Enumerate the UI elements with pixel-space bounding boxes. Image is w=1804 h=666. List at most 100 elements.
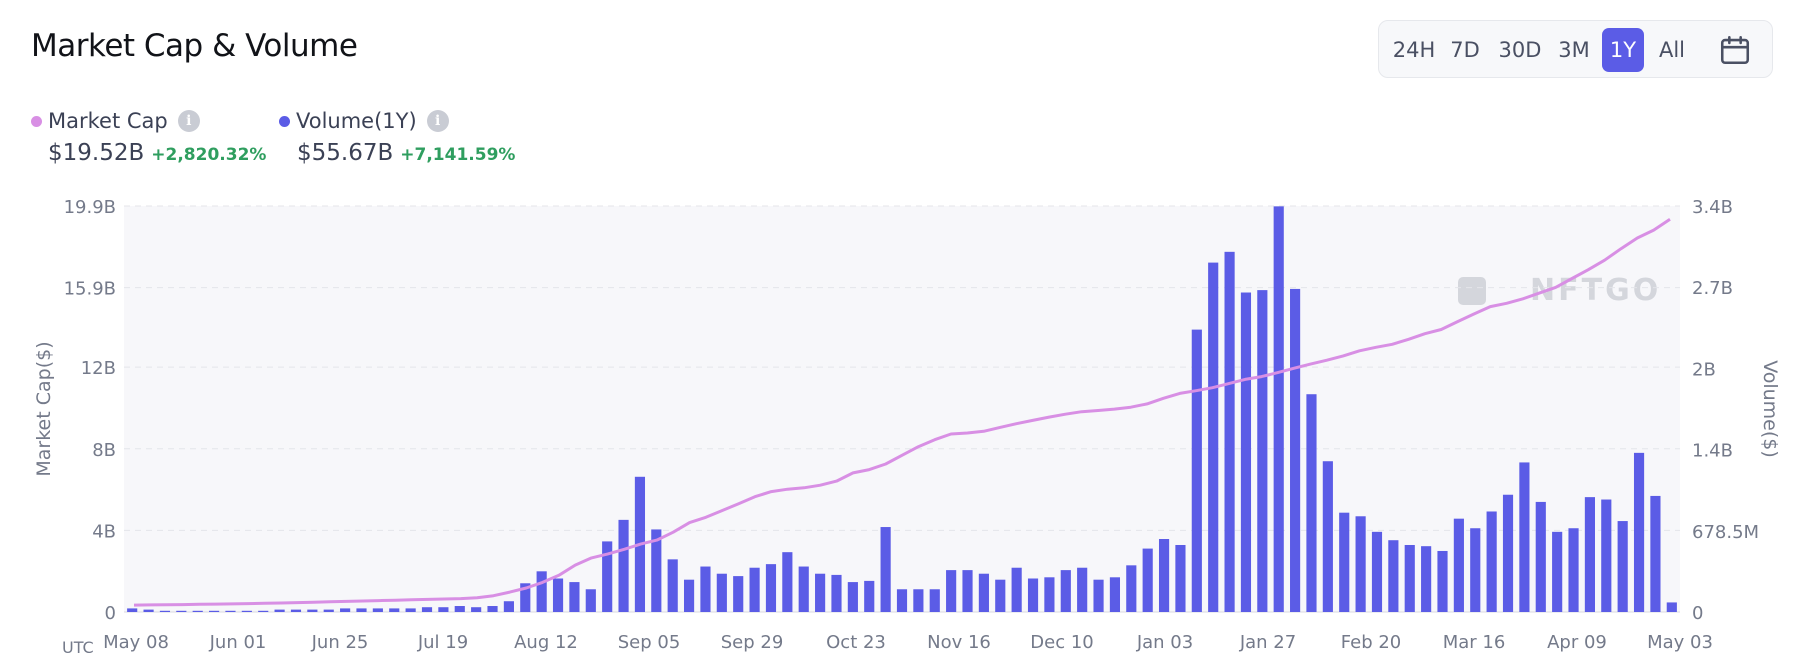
volume-bar[interactable] bbox=[667, 559, 678, 612]
volume-bar[interactable] bbox=[1502, 494, 1514, 612]
volume-bar[interactable] bbox=[946, 570, 957, 612]
volume-bar[interactable] bbox=[1093, 579, 1104, 612]
volume-bar[interactable] bbox=[307, 609, 318, 612]
volume-bar[interactable] bbox=[1633, 452, 1645, 612]
volume-bar[interactable] bbox=[1453, 518, 1464, 612]
volume-bar[interactable] bbox=[1191, 329, 1202, 612]
range-24h-button[interactable]: 24H bbox=[1392, 38, 1436, 62]
volume-bar[interactable] bbox=[356, 608, 367, 612]
volume-bar[interactable] bbox=[552, 578, 564, 612]
volume-bar[interactable] bbox=[143, 609, 154, 612]
range-30d-button[interactable]: 30D bbox=[1498, 38, 1542, 62]
volume-bar[interactable] bbox=[1158, 539, 1170, 612]
volume-bar[interactable] bbox=[847, 582, 858, 612]
volume-bar[interactable] bbox=[274, 609, 285, 612]
volume-bar[interactable] bbox=[1486, 511, 1497, 612]
volume-bar[interactable] bbox=[585, 589, 596, 612]
range-7d-button[interactable]: 7D bbox=[1450, 38, 1480, 62]
volume-bar[interactable] bbox=[209, 610, 220, 612]
volume-bar[interactable] bbox=[487, 606, 498, 612]
volume-bar[interactable] bbox=[1126, 565, 1137, 612]
volume-bar[interactable] bbox=[1175, 544, 1186, 612]
volume-bar[interactable] bbox=[1322, 461, 1333, 612]
volume-bar[interactable] bbox=[815, 573, 826, 612]
volume-bar[interactable] bbox=[1273, 206, 1284, 612]
volume-bar[interactable] bbox=[618, 519, 629, 612]
volume-bar[interactable] bbox=[782, 552, 793, 612]
volume-bar[interactable] bbox=[438, 607, 449, 612]
volume-bar[interactable] bbox=[405, 608, 416, 612]
volume-bar[interactable] bbox=[798, 566, 809, 612]
volume-bar[interactable] bbox=[1208, 262, 1219, 612]
volume-bar[interactable] bbox=[962, 570, 973, 612]
volume-bar[interactable] bbox=[1355, 516, 1366, 612]
volume-bar[interactable] bbox=[1650, 495, 1661, 612]
calendar-icon[interactable] bbox=[1718, 33, 1752, 67]
volume-bar[interactable] bbox=[1306, 394, 1317, 612]
volume-bar[interactable] bbox=[536, 571, 547, 612]
volume-bar[interactable] bbox=[1290, 288, 1301, 612]
volume-bar[interactable] bbox=[929, 589, 940, 612]
range-3m-button[interactable]: 3M bbox=[1558, 38, 1590, 62]
volume-bar[interactable] bbox=[520, 583, 531, 612]
info-icon[interactable]: i bbox=[177, 110, 200, 132]
market-cap-line[interactable] bbox=[133, 217, 1671, 607]
volume-bar[interactable] bbox=[1027, 578, 1039, 612]
volume-bar[interactable] bbox=[372, 608, 383, 612]
volume-bar[interactable] bbox=[454, 606, 465, 612]
volume-bar[interactable] bbox=[471, 607, 482, 612]
volume-bar[interactable] bbox=[1470, 528, 1481, 612]
volume-bar[interactable] bbox=[1437, 550, 1448, 612]
volume-bar[interactable] bbox=[864, 580, 875, 612]
volume-bar[interactable] bbox=[1535, 501, 1546, 612]
volume-bar[interactable] bbox=[192, 610, 203, 612]
volume-bar[interactable] bbox=[1240, 292, 1252, 612]
volume-bar[interactable] bbox=[225, 610, 236, 612]
legend-volume[interactable]: Volume(1Y) i bbox=[279, 107, 449, 135]
volume-bar[interactable] bbox=[995, 579, 1006, 612]
volume-bar[interactable] bbox=[1044, 577, 1055, 612]
info-icon[interactable]: i bbox=[426, 110, 449, 132]
volume-bar[interactable] bbox=[1077, 567, 1088, 612]
volume-bar[interactable] bbox=[159, 610, 171, 612]
volume-bar[interactable] bbox=[1568, 528, 1579, 612]
volume-bar[interactable] bbox=[1552, 531, 1563, 612]
volume-bar[interactable] bbox=[241, 610, 252, 612]
volume-bar[interactable] bbox=[127, 608, 138, 612]
volume-bar[interactable] bbox=[1584, 497, 1595, 612]
volume-bar[interactable] bbox=[1519, 462, 1530, 612]
volume-bar[interactable] bbox=[978, 573, 989, 612]
volume-bar[interactable] bbox=[733, 576, 744, 612]
volume-bar[interactable] bbox=[1666, 602, 1677, 612]
volume-bar[interactable] bbox=[602, 541, 613, 612]
volume-bar[interactable] bbox=[831, 574, 842, 612]
volume-bar[interactable] bbox=[1109, 577, 1121, 612]
volume-bar[interactable] bbox=[421, 607, 433, 612]
volume-bar[interactable] bbox=[716, 573, 727, 612]
range-1y-button[interactable]: 1Y bbox=[1602, 28, 1644, 72]
volume-bar[interactable] bbox=[1617, 521, 1628, 612]
volume-bar[interactable] bbox=[1371, 531, 1383, 612]
volume-bar[interactable] bbox=[503, 601, 514, 612]
volume-bar[interactable] bbox=[1421, 546, 1432, 612]
volume-bar[interactable] bbox=[1142, 548, 1153, 612]
volume-bar[interactable] bbox=[258, 610, 269, 612]
volume-bar[interactable] bbox=[683, 579, 695, 612]
volume-bar[interactable] bbox=[765, 564, 777, 612]
volume-bar[interactable] bbox=[290, 609, 302, 612]
volume-bar[interactable] bbox=[340, 608, 351, 612]
range-all-button[interactable]: All bbox=[1658, 38, 1686, 62]
volume-bar[interactable] bbox=[1388, 540, 1399, 612]
volume-bar[interactable] bbox=[1224, 251, 1235, 613]
volume-bar[interactable] bbox=[880, 527, 891, 612]
volume-bar[interactable] bbox=[1404, 544, 1415, 612]
volume-bar[interactable] bbox=[749, 567, 760, 612]
volume-bar[interactable] bbox=[1011, 567, 1022, 612]
volume-bar[interactable] bbox=[896, 589, 908, 612]
volume-bar[interactable] bbox=[913, 589, 924, 612]
volume-bar[interactable] bbox=[1339, 512, 1350, 612]
volume-bar[interactable] bbox=[1601, 499, 1612, 612]
volume-bar[interactable] bbox=[1257, 290, 1268, 612]
volume-bar[interactable] bbox=[700, 566, 711, 612]
